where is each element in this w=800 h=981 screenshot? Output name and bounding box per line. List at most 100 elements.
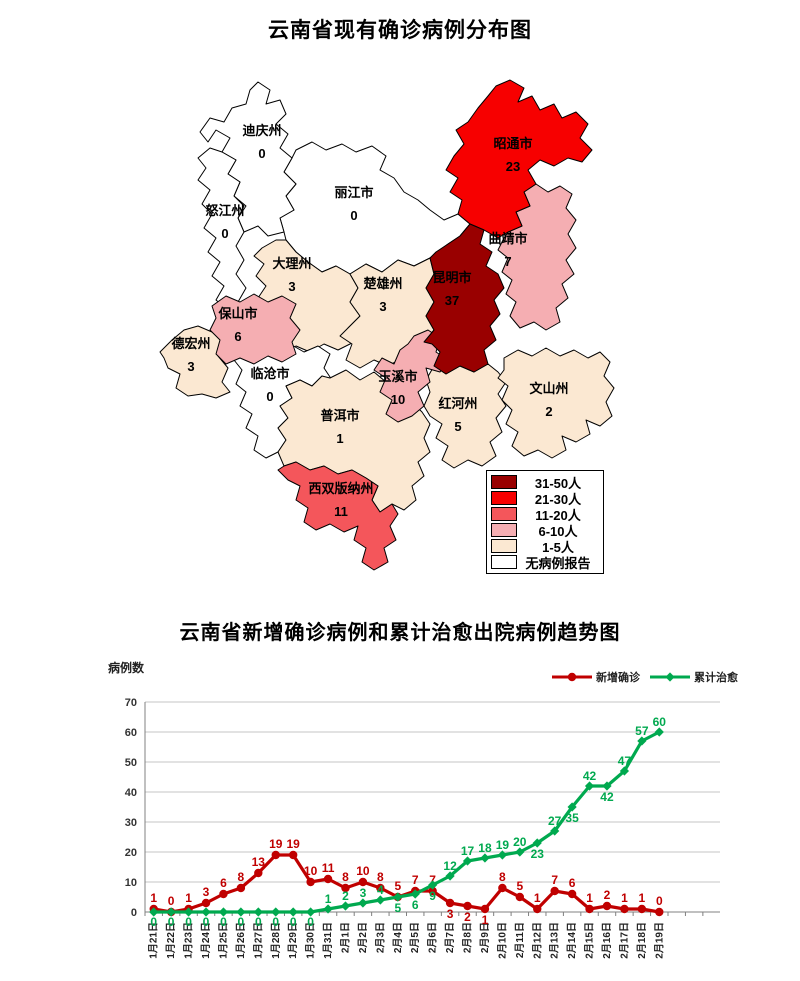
data-point bbox=[445, 871, 455, 881]
data-point bbox=[236, 907, 246, 917]
map-legend-swatch bbox=[491, 475, 517, 489]
y-tick-label: 10 bbox=[125, 877, 137, 889]
region-name-lincang: 临沧市 bbox=[250, 366, 289, 381]
data-point bbox=[323, 904, 333, 914]
data-label: 17 bbox=[461, 844, 475, 858]
data-label: 5 bbox=[394, 879, 401, 893]
data-point bbox=[515, 847, 525, 857]
map-legend-label: 31-50人 bbox=[534, 475, 582, 491]
data-point bbox=[462, 856, 473, 866]
data-label: 7 bbox=[551, 873, 558, 887]
map-legend: 31-50人 21-30人 11-20人 6-10人 1-5人 无病例报告 bbox=[486, 470, 604, 574]
x-axis-label: 1月26日 bbox=[235, 922, 247, 959]
data-label: 11 bbox=[322, 861, 335, 875]
data-label: 0 bbox=[255, 915, 262, 929]
region-value-nujiang: 0 bbox=[221, 226, 228, 241]
y-tick-label: 60 bbox=[125, 727, 137, 739]
region-name-baoshan: 保山市 bbox=[217, 306, 257, 321]
region-wenshan bbox=[497, 347, 615, 459]
region-name-qujing: 曲靖市 bbox=[488, 231, 527, 246]
region-value-qujing: 7 bbox=[504, 254, 511, 269]
data-label: 7 bbox=[429, 873, 436, 887]
data-label: 42 bbox=[583, 769, 597, 783]
data-label: 5 bbox=[516, 879, 523, 893]
map-legend-row: 31-50人 bbox=[491, 474, 599, 491]
chart-legend-marker bbox=[567, 672, 577, 682]
region-name-xishuangbanna: 西双版纳州 bbox=[308, 481, 373, 496]
data-label: 0 bbox=[290, 915, 297, 929]
data-label: 1 bbox=[482, 913, 489, 927]
data-point bbox=[149, 907, 159, 917]
data-point bbox=[619, 766, 630, 776]
data-label: 9 bbox=[429, 889, 436, 903]
x-axis-label: 1月29日 bbox=[287, 922, 299, 959]
data-label: 1 bbox=[185, 891, 192, 905]
data-label: 47 bbox=[618, 754, 632, 768]
data-point bbox=[410, 889, 420, 899]
data-label: 7 bbox=[412, 873, 419, 887]
data-point bbox=[219, 889, 228, 899]
region-kunming bbox=[423, 223, 505, 375]
x-axis-label: 1月28日 bbox=[270, 922, 282, 959]
x-axis-label: 1月27日 bbox=[252, 922, 264, 959]
data-point bbox=[358, 877, 368, 887]
data-point bbox=[585, 904, 594, 914]
data-point bbox=[602, 901, 612, 911]
region-honghe bbox=[423, 363, 507, 469]
data-label: 8 bbox=[238, 870, 245, 884]
data-label: 3 bbox=[203, 885, 210, 899]
data-label: 3 bbox=[447, 907, 454, 921]
data-label: 0 bbox=[272, 915, 279, 929]
region-baoshan bbox=[209, 293, 301, 365]
data-label: 2 bbox=[342, 889, 349, 903]
data-label: 20 bbox=[513, 835, 527, 849]
data-label: 18 bbox=[478, 841, 492, 855]
chart-title: 云南省新增确诊病例和累计治愈出院病例趋势图 bbox=[179, 622, 621, 644]
map-legend-swatch bbox=[491, 523, 517, 537]
map-legend-label: 11-20人 bbox=[535, 507, 581, 523]
x-axis-label: 2月11日 bbox=[514, 922, 526, 958]
data-point bbox=[463, 901, 472, 911]
data-point bbox=[620, 904, 629, 914]
data-label: 19 bbox=[287, 837, 301, 851]
data-label: 10 bbox=[356, 864, 370, 878]
map-legend-row: 1-5人 bbox=[491, 538, 599, 555]
data-point bbox=[655, 907, 664, 917]
data-point bbox=[393, 892, 403, 902]
map-legend-row: 21-30人 bbox=[491, 490, 599, 507]
x-axis-label: 1月23日 bbox=[183, 922, 195, 959]
region-name-dali: 大理州 bbox=[272, 256, 311, 271]
data-point bbox=[445, 898, 455, 908]
region-value-xishuangbanna: 11 bbox=[334, 504, 348, 519]
data-point bbox=[497, 850, 507, 860]
x-axis-label: 2月2日 bbox=[357, 922, 369, 953]
data-point bbox=[358, 898, 368, 908]
map-legend-row: 6-10人 bbox=[491, 522, 599, 539]
data-point bbox=[654, 727, 664, 737]
x-axis-label: 2月4日 bbox=[392, 922, 404, 953]
region-zhaotong bbox=[445, 79, 593, 239]
region-name-wenshan: 文山州 bbox=[529, 381, 568, 396]
data-point bbox=[480, 904, 490, 914]
data-label: 0 bbox=[220, 915, 227, 929]
data-label: 0 bbox=[656, 894, 663, 908]
new-cases-line bbox=[152, 853, 661, 914]
region-name-diqing: 迪庆州 bbox=[242, 123, 281, 138]
region-name-nujiang: 怒江州 bbox=[205, 203, 244, 218]
data-label: 12 bbox=[443, 859, 457, 873]
region-name-chuxiong: 楚雄州 bbox=[363, 276, 402, 291]
data-point bbox=[567, 889, 577, 899]
data-point bbox=[218, 907, 229, 917]
x-axis-label: 1月30日 bbox=[305, 922, 317, 959]
x-axis-label: 2月5日 bbox=[409, 922, 421, 953]
yunnan-map: 丽江市 0 迪庆州 0 怒江州 0 大理州 3 楚雄州 3 临沧市 0 德宏州 3 普洱市 1 红河州 5 文山州 2… bbox=[159, 79, 615, 571]
data-point bbox=[428, 886, 437, 896]
map-legend-row: 11-20人 bbox=[491, 506, 599, 523]
region-value-lijiang: 0 bbox=[350, 208, 357, 223]
data-point bbox=[567, 802, 577, 812]
data-point bbox=[550, 826, 560, 836]
data-point bbox=[236, 883, 246, 893]
region-value-diqing: 0 bbox=[258, 146, 265, 161]
data-label: 1 bbox=[639, 891, 646, 905]
region-value-zhaotong: 23 bbox=[506, 159, 520, 174]
